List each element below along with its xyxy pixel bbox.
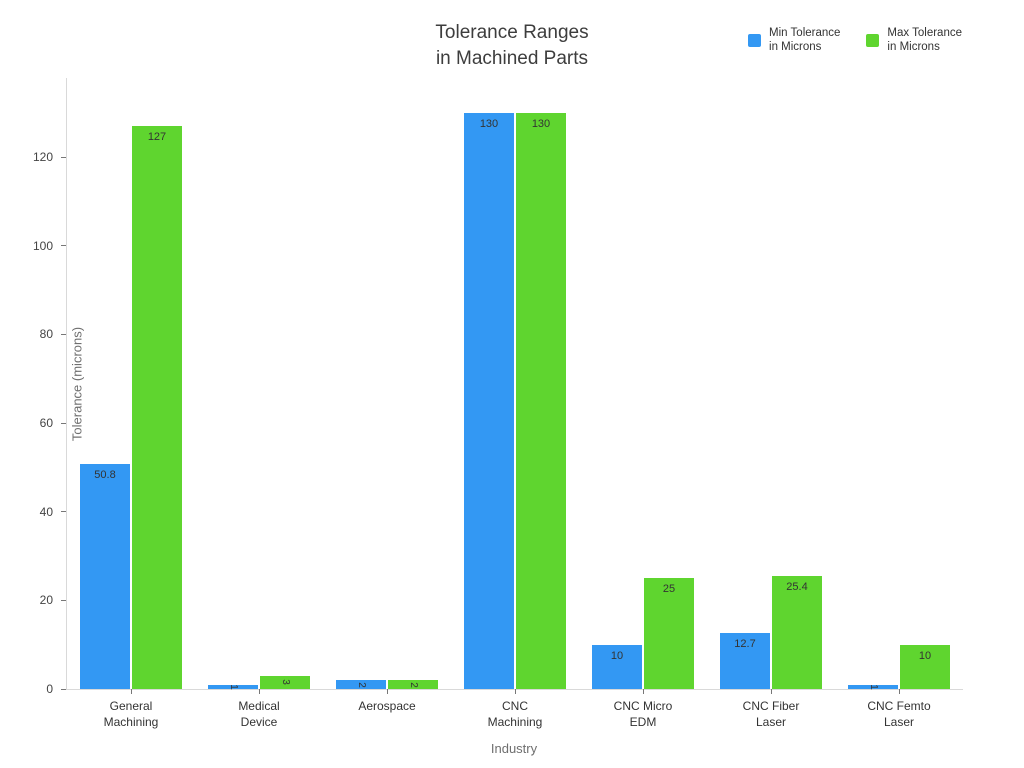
y-tick-label: 120	[32, 150, 53, 164]
bar-value-label: 50.8	[94, 468, 116, 481]
y-tick-label: 60	[39, 416, 53, 430]
bar-value-label: 1	[228, 684, 239, 690]
bar-value-label: 10	[610, 649, 624, 662]
bar	[80, 463, 130, 689]
y-tick-label: 20	[39, 593, 53, 608]
x-tick-label: General Machining	[103, 699, 159, 729]
bar-value-label: 3	[280, 679, 291, 686]
bar-value-label: 2	[408, 681, 419, 688]
bar	[592, 644, 642, 689]
bar-value-label: 10	[918, 649, 932, 662]
bar	[848, 684, 898, 689]
bar-value-label: 1	[868, 684, 879, 690]
x-tick	[770, 689, 772, 694]
x-tick	[130, 689, 132, 694]
y-tick	[61, 156, 66, 158]
y-tick	[61, 245, 66, 247]
legend: Min Tolerance in Microns Max Tolerance in…	[748, 26, 962, 54]
y-tick	[61, 511, 66, 513]
x-tick	[642, 689, 644, 694]
bar	[336, 680, 386, 689]
chart-title: Tolerance Ranges in Machined Parts	[435, 22, 589, 69]
x-tick	[386, 689, 388, 694]
x-tick-label: Medical Device	[238, 699, 280, 729]
x-tick-label: CNC Femto Laser	[867, 699, 931, 729]
y-tick-label: 80	[39, 327, 53, 342]
bar-value-label: 130	[479, 117, 499, 130]
legend-item: Max Tolerance in Microns	[866, 26, 962, 54]
y-tick	[61, 688, 66, 690]
bar	[132, 125, 182, 689]
legend-label: Max Tolerance in Microns	[887, 27, 962, 53]
bar-value-label: 127	[147, 130, 167, 143]
bar	[388, 680, 438, 689]
legend-label: Min Tolerance in Microns	[769, 27, 841, 53]
bar-value-label: 2	[356, 681, 367, 688]
legend-swatch-icon	[748, 33, 762, 47]
bar	[720, 632, 770, 689]
x-tick-label: Aerospace	[358, 699, 416, 713]
bar	[516, 112, 566, 689]
y-tick-label: 0	[46, 682, 53, 696]
bar	[644, 578, 694, 689]
y-tick-label: 100	[32, 238, 53, 253]
x-tick-label: CNC Machining	[487, 699, 543, 729]
bar-value-label: 25.4	[786, 581, 808, 594]
bar-value-label: 12.7	[734, 637, 756, 650]
y-tick-label: 40	[39, 504, 53, 519]
bar	[900, 644, 950, 689]
x-tick	[514, 689, 516, 694]
x-axis-title: Industry	[490, 741, 538, 756]
legend-item: Min Tolerance in Microns	[748, 26, 840, 54]
y-tick	[61, 599, 66, 601]
bar-value-label: 130	[531, 117, 551, 130]
y-tick	[61, 422, 66, 424]
x-tick	[258, 689, 260, 694]
bar	[772, 576, 822, 689]
bar	[208, 684, 258, 689]
x-tick	[898, 689, 900, 694]
plot-area: Tolerance (microns) 0 20 40 60 80 100 120 Gener…	[33, 78, 963, 729]
bar-value-label: 25	[662, 583, 676, 596]
bar	[260, 675, 310, 689]
bar	[464, 112, 514, 689]
legend-swatch-icon	[866, 33, 880, 47]
x-tick-label: CNC Micro EDM	[613, 699, 673, 729]
y-tick	[61, 333, 66, 335]
y-axis-title: Tolerance (microns)	[69, 326, 85, 441]
x-tick-label: CNC Fiber Laser	[742, 699, 800, 729]
